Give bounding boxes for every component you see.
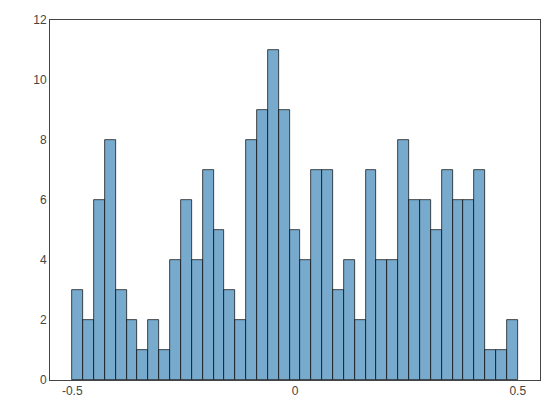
svg-text:-0.5: -0.5: [62, 384, 83, 398]
svg-text:8: 8: [40, 133, 47, 147]
svg-text:2: 2: [40, 313, 47, 327]
svg-text:0.5: 0.5: [509, 384, 526, 398]
svg-text:12: 12: [33, 13, 47, 27]
svg-text:10: 10: [33, 73, 47, 87]
svg-text:4: 4: [40, 253, 47, 267]
svg-text:0: 0: [40, 373, 47, 387]
svg-text:0: 0: [292, 384, 299, 398]
svg-text:6: 6: [40, 193, 47, 207]
